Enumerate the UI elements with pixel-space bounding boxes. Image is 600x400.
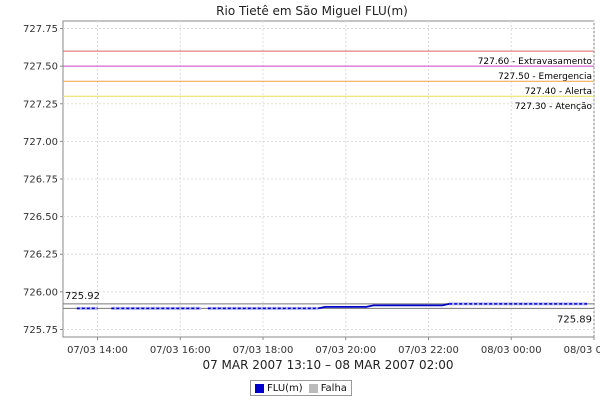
- bound-line-label: 725.92: [65, 291, 100, 302]
- y-tick-label: 726.50: [23, 212, 58, 223]
- series-line: [318, 303, 450, 310]
- x-tick-label: 08/03 00:00: [481, 345, 542, 356]
- x-axis: 07/03 14:00 07/03 16:00 07/03 18:00 07/03 2…: [67, 337, 600, 356]
- x-tick-label: 07/03 14:00: [67, 345, 128, 356]
- y-axis: 725.75 726.00 726.25 726.50 726.75 727.00 727.…: [23, 24, 63, 336]
- x-tick-label: 08/03 02:00: [564, 345, 600, 356]
- x-tick-label: 07/03 20:00: [315, 345, 376, 356]
- x-tick-label: 07/03 16:00: [150, 345, 211, 356]
- legend-label-falha: Falha: [320, 382, 347, 394]
- reference-line-label: 727.50 - Emergencia: [498, 72, 592, 82]
- reference-lines: 727.60 - Extravasamento 727.50 - Emergenc…: [63, 50, 594, 112]
- y-tick-label: 727.25: [23, 99, 58, 110]
- legend-item-falha: Falha: [308, 382, 347, 394]
- x-tick-label: 07/03 18:00: [233, 345, 294, 356]
- y-tick-label: 727.00: [23, 137, 58, 148]
- y-tick-label: 725.75: [23, 325, 58, 336]
- x-axis-label: 07 MAR 2007 13:10 – 08 MAR 2007 02:00: [202, 358, 453, 372]
- y-tick-label: 726.75: [23, 175, 58, 186]
- x-tick-label: 07/03 22:00: [398, 345, 459, 356]
- bound-line-label: 725.89: [557, 314, 592, 325]
- chart-title: Rio Tietê em São Miguel FLU(m): [216, 4, 408, 18]
- legend: FLU(m) Falha: [250, 380, 352, 396]
- reference-line-label: 727.60 - Extravasamento: [478, 57, 593, 67]
- y-tick-label: 727.75: [23, 24, 58, 35]
- legend-swatch-flu: [255, 383, 264, 393]
- reference-line-label: 727.40 - Alerta: [525, 87, 592, 97]
- y-tick-label: 726.00: [23, 287, 58, 298]
- legend-item-flu: FLU(m): [255, 383, 303, 394]
- reference-line-label: 727.30 - Atenção: [515, 102, 593, 112]
- y-tick-label: 726.25: [23, 250, 58, 261]
- legend-swatch-falha: [308, 383, 318, 393]
- grid: [63, 21, 595, 337]
- y-tick-label: 727.50: [23, 62, 58, 73]
- series-layer: [76, 302, 588, 310]
- legend-label-flu: FLU(m): [267, 382, 303, 394]
